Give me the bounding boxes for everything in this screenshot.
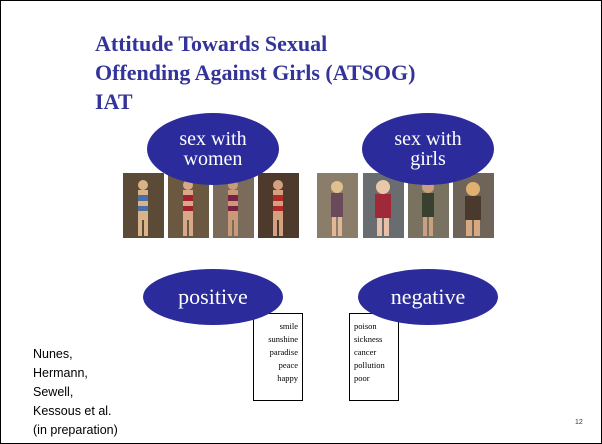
category-oval: sex with girls (362, 113, 494, 185)
category-oval: sex with women (147, 113, 279, 185)
word: cancer (354, 347, 377, 357)
word: sickness (354, 334, 383, 344)
word-list: smile sunshine paradise peace happy (253, 313, 303, 401)
word: peace (278, 360, 298, 370)
photo (317, 173, 358, 238)
photo (258, 173, 299, 238)
word: poor (354, 373, 370, 383)
credit-line: Nunes, (33, 347, 73, 361)
photo (213, 173, 254, 238)
credit-line: Hermann, (33, 366, 88, 380)
word: poison (354, 321, 377, 331)
credit-line: (in preparation) (33, 423, 118, 437)
photo (453, 173, 494, 238)
page-number: 12 (575, 419, 583, 426)
credit-line: Kessous et al. (33, 404, 112, 418)
photo (363, 173, 404, 238)
slide-title: Attitude Towards Sexual Offending Agains… (95, 31, 416, 114)
word: happy (277, 373, 298, 383)
word: sunshine (268, 334, 298, 344)
attribute-oval: positive (143, 269, 283, 325)
credit-line: Sewell, (33, 385, 74, 399)
word: paradise (269, 347, 298, 357)
word: pollution (354, 360, 385, 370)
word-list: poison sickness cancer pollution poor (349, 313, 399, 401)
credits: Nunes, Hermann, Sewell, Kessous et al. (in p… (33, 345, 118, 440)
photo (123, 173, 164, 238)
attribute-oval: negative (358, 269, 498, 325)
word: smile (279, 321, 298, 331)
